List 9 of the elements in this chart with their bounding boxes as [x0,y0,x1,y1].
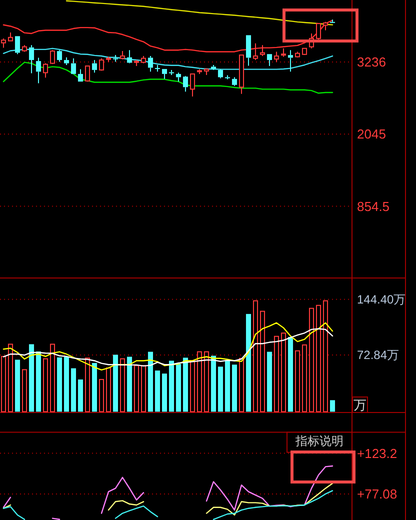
text: 万 [354,398,366,412]
y-tick-label: 2045 [357,126,386,142]
y-tick-label: 3236 [357,54,386,70]
y-tick-label: +123.2 [357,446,398,461]
annotation: 指标说明 [294,434,344,448]
y-tick-label: 144.40万 [357,292,406,306]
y-tick-label: 72.84万 [357,348,400,362]
y-tick-label: 854.5 [357,198,390,214]
y-tick-label: +77.08 [357,486,398,502]
